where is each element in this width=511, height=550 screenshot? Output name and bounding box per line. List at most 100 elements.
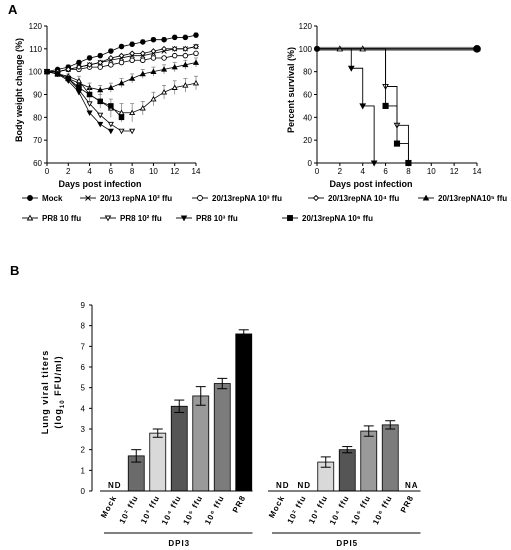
titer-bar bbox=[192, 395, 210, 492]
legend-marker bbox=[312, 194, 320, 202]
weight-point-shape bbox=[140, 57, 146, 64]
weight-x-tick-label: 4 bbox=[87, 167, 92, 176]
panel-label-b: B bbox=[10, 263, 19, 278]
weight-point-shape bbox=[182, 52, 189, 59]
weight-point bbox=[182, 45, 189, 52]
weight-point bbox=[192, 79, 200, 86]
legend-marker-shape bbox=[180, 215, 188, 222]
weight-point-shape bbox=[97, 112, 104, 119]
survival-x-tick-label: 10 bbox=[427, 167, 436, 176]
weight-point bbox=[139, 104, 146, 111]
legend-label: 20/13repNA 10³ ffu bbox=[212, 194, 282, 203]
survival-point-shape bbox=[347, 65, 355, 72]
weight-point-shape bbox=[118, 128, 125, 135]
titer-y-axis-label-rest: FFU/ml) bbox=[53, 355, 63, 399]
titer-category-label: 10⁴ ffu bbox=[328, 494, 351, 527]
weight-point-shape bbox=[192, 59, 200, 65]
weight-point bbox=[86, 110, 93, 116]
weight-point-shape bbox=[193, 50, 199, 57]
weight-x-tick-label: 0 bbox=[45, 167, 50, 176]
legend-marker-shape bbox=[287, 215, 293, 221]
titer-category-label: 10⁶ ffu bbox=[371, 494, 394, 527]
weight-point bbox=[161, 88, 168, 95]
weight-point-shape bbox=[76, 59, 82, 66]
weight-point bbox=[97, 52, 103, 59]
weight-point-shape bbox=[139, 70, 146, 77]
survival-point bbox=[347, 65, 355, 72]
weight-point bbox=[193, 32, 199, 38]
survival-point bbox=[382, 102, 389, 109]
weight-point bbox=[129, 57, 135, 64]
weight-point bbox=[118, 114, 125, 121]
weight-point bbox=[140, 57, 146, 64]
weight-point bbox=[182, 82, 189, 88]
weight-x-tick-label: 2 bbox=[66, 167, 71, 176]
weight-point bbox=[129, 109, 136, 116]
titer-bar-label: NA bbox=[405, 481, 419, 490]
weight-point-shape bbox=[150, 55, 157, 61]
weight-point-shape bbox=[76, 84, 82, 91]
weight-point-shape bbox=[118, 52, 125, 59]
weight-point bbox=[97, 59, 104, 66]
weight-point bbox=[118, 79, 125, 86]
weight-point-shape bbox=[86, 91, 93, 98]
weight-point-shape bbox=[75, 89, 82, 96]
titer-category-label: 10⁴ ffu bbox=[160, 494, 183, 527]
panel-label-a: A bbox=[8, 2, 18, 17]
survival-endpoint bbox=[473, 44, 481, 53]
weight-y-tick-label: 120 bbox=[29, 22, 43, 31]
weight-point-shape bbox=[97, 86, 104, 93]
weight-point-shape bbox=[161, 55, 167, 61]
titer-y-tick-label: 4 bbox=[81, 404, 86, 413]
titer-bar bbox=[381, 424, 399, 492]
weight-point-shape bbox=[129, 128, 136, 135]
weight-point-shape bbox=[150, 95, 157, 102]
legend-label: PR8 10 ffu bbox=[42, 214, 81, 223]
weight-point-shape bbox=[182, 34, 189, 41]
weight-point bbox=[76, 59, 82, 66]
weight-point-shape bbox=[86, 61, 93, 68]
titer-bar bbox=[149, 432, 167, 492]
weight-point bbox=[150, 55, 157, 61]
legend-marker-shape bbox=[104, 215, 112, 222]
weight-point bbox=[107, 84, 114, 90]
weight-x-tick-label: 8 bbox=[130, 167, 135, 176]
titer-y-tick-label: 6 bbox=[81, 363, 86, 372]
titer-category-label: 10² ffu bbox=[118, 494, 141, 526]
weight-point bbox=[150, 68, 157, 74]
weight-point-shape bbox=[97, 98, 103, 105]
weight-point bbox=[129, 75, 136, 81]
titer-y-tick-label: 7 bbox=[81, 342, 86, 351]
weight-point bbox=[54, 71, 61, 77]
survival-chart: 0 2 4 6 8 10 12 14 0 20 40 60 80 100 120 Days post inf… bbox=[286, 22, 482, 189]
weight-point bbox=[182, 34, 189, 41]
weight-point bbox=[76, 84, 82, 91]
legend-marker-shape bbox=[27, 195, 33, 201]
survival-point-shape bbox=[359, 103, 367, 110]
survival-x-tick-label: 6 bbox=[383, 167, 388, 176]
weight-point-shape bbox=[97, 64, 103, 70]
titer-category-label: 10³ ffu bbox=[307, 494, 330, 526]
survival-point-shape bbox=[382, 102, 389, 109]
weight-point-shape bbox=[139, 104, 146, 111]
legend-marker-shape bbox=[26, 214, 34, 221]
survival-y-tick-label: 80 bbox=[303, 68, 312, 77]
weight-point-shape bbox=[129, 75, 136, 81]
survival-y-tick-label: 60 bbox=[303, 91, 312, 100]
survival-y-tick-label: 100 bbox=[299, 45, 313, 54]
weight-point-shape bbox=[108, 62, 114, 68]
titer-y-tick-label: 2 bbox=[81, 446, 86, 455]
weight-x-tick-label: 6 bbox=[109, 167, 114, 176]
weight-y-tick-label: 60 bbox=[33, 159, 42, 168]
weight-point bbox=[182, 52, 189, 59]
weight-point-shape bbox=[129, 50, 136, 57]
survival-x-axis-label: Days post infection bbox=[329, 179, 412, 189]
titer-y-axis-label-line2: (log10 FFU/ml) bbox=[53, 355, 66, 428]
weight-x-tick-label: 12 bbox=[170, 167, 179, 176]
survival-y-tick-label: 40 bbox=[303, 113, 312, 122]
weight-point bbox=[139, 70, 146, 77]
survival-x-tick-label: 12 bbox=[450, 167, 459, 176]
weight-point-shape bbox=[140, 39, 146, 45]
survival-endpoint-shape bbox=[473, 44, 481, 53]
